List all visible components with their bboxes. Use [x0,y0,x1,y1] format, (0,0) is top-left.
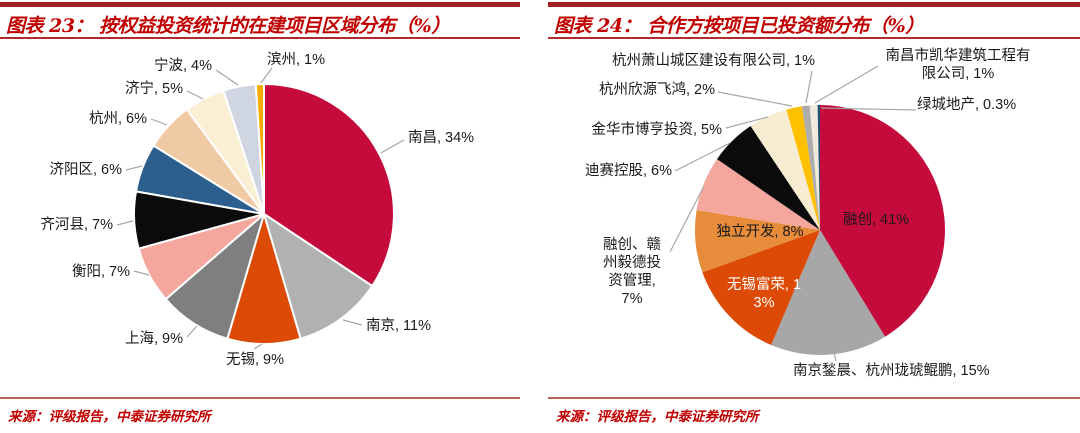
leader-line [116,220,134,226]
pie-slice [263,213,374,340]
leader-line [725,116,769,129]
pie-slice [786,106,820,230]
pie-slice-label: 南京, 11% [366,318,432,334]
pie-chart-region-distribution: 南昌, 34% 南京, 11% 无锡, 9% 上海, 9% 衡阳, 7% 齐河县, 7% 济… [0,0,520,433]
pie-chart [669,65,945,362]
leader-line [380,139,405,154]
leader-line [669,185,705,253]
leader-line [674,142,731,172]
pie-slice-label: 无锡, 9% [226,352,285,368]
leader-line [186,90,204,100]
pie-slice [750,109,820,230]
pie-chart-partner-investment: 融创, 41% 南京鍫晨、杭州珑琥鲲鹏, 15% 无锡富荣, 13% 独立开发, 8%… [548,0,1080,433]
pie-slice [809,105,820,230]
pie-slice-label: 独立开发, 8% [716,224,804,240]
pie-slice-label: 济宁, 5% [124,81,183,97]
pie-slice-label: 南京鍫晨、杭州珑琥鲲鹏, 15% [793,363,990,379]
pie-slice-label: 齐河县, 7% [40,217,113,233]
pie-slice-label: 融创, 41% [843,212,910,228]
pie-slice [254,83,265,215]
pie-slice [717,126,820,230]
title-underline [0,37,520,39]
pie-slice [801,105,820,230]
source-text: 来源：评级报告，中泰证券研究所 [8,409,211,425]
leader-line [820,107,917,111]
leader-line [814,65,879,104]
leader-line [150,118,168,126]
pie-slice-label: 滨州, 1% [267,52,326,68]
leader-line [833,351,837,362]
source-text: 来源：评级报告，中泰证券研究所 [556,409,759,425]
pie-slice-label: 衡阳, 7% [71,264,130,280]
footer-divider [548,397,1080,399]
leader-line [125,165,143,171]
pie-slice-label: 迪赛控股, 6% [584,163,672,179]
pie-slice-label: 宁波, 4% [153,58,212,74]
pie-slice-label: 上海, 9% [124,331,183,347]
leader-line [186,325,198,338]
pie-slice-label: 南昌, 34% [408,130,475,146]
pie-slice-label: 融创、赣州毅德投资管理, 7% [603,237,661,308]
pie-slice-label: 绿城地产, 0.3% [917,97,1017,113]
pie-slice [696,159,820,230]
panel-figure-23: 图表 23： 按权益投资统计的在建项目区域分布（%） 南昌, 34% 南京, 11… [0,0,520,433]
leader-line [260,67,273,84]
pie-slice-label: 杭州, 6% [88,111,147,127]
leader-line [215,69,239,86]
panel-top-bar [0,2,520,7]
leader-line [253,343,263,350]
pie-slice-label: 济阳区, 6% [49,162,122,178]
title-underline [548,37,1080,39]
panel-figure-24: 图表 24： 合作方按项目已投资额分布（%） 融创, 41% 南京鍫晨、杭州珑琥鲲… [548,0,1080,433]
pie-chart [116,67,405,350]
footer-divider [0,397,520,399]
figure-title: 图表 24： 合作方按项目已投资额分布（%） [554,15,924,37]
pie-slice-label: 杭州萧山城区建设有限公司, 1% [612,53,816,69]
pie-slice-label: 杭州欣源飞鸿, 2% [598,82,715,98]
pie-slice [820,105,945,337]
pie-slice [771,230,886,355]
leader-line [717,91,793,107]
panel-top-bar [548,2,1080,7]
pie-slice [695,210,820,273]
pie-slice-label: 金华市博亨投资, 5% [591,122,722,138]
leader-line [342,319,363,326]
pie-slice-label: 南昌市凯华建筑工程有限公司, 1% [885,48,1031,83]
leader-line [805,70,813,104]
leader-line [133,270,150,276]
pie-slice [702,230,820,345]
figure-title: 图表 23： 按权益投资统计的在建项目区域分布（%） [6,15,450,37]
pie-slice-label: 无锡富荣, 13% [726,277,802,312]
pie-slice [817,104,820,230]
